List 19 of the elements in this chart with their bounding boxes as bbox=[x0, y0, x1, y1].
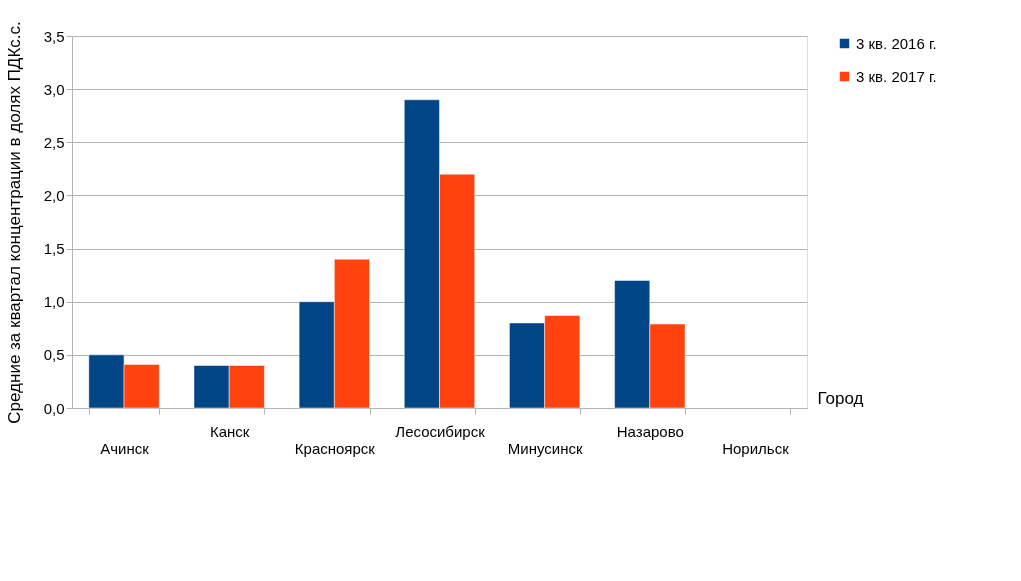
y-tick-label: 3,5 bbox=[43, 27, 65, 45]
x-tick-label: Назарово bbox=[616, 422, 684, 440]
legend-label: 3 кв. 2017 г. bbox=[856, 67, 937, 85]
x-tick-label: Ачинск bbox=[100, 439, 150, 457]
x-tick-label: Красноярск bbox=[294, 439, 376, 457]
y-tick-label: 2,5 bbox=[43, 133, 65, 151]
x-tick-label: Канск bbox=[209, 422, 250, 440]
y-axis-title: Средние за квартал концентрации в долях ПДКс.с. bbox=[4, 21, 24, 424]
y-tick-label: 3,0 bbox=[43, 80, 65, 98]
y-tick-label: 1,0 bbox=[43, 293, 65, 311]
x-tick-label: Норильск bbox=[722, 439, 790, 457]
x-tick-label: Минусинск bbox=[507, 439, 583, 457]
x-tick-label: Лесосибирск bbox=[395, 422, 486, 440]
y-tick-label: 0,5 bbox=[43, 346, 65, 364]
y-tick-label: 1,5 bbox=[43, 240, 65, 258]
legend-label: 3 кв. 2016 г. bbox=[856, 34, 937, 52]
y-tick-label: 0,0 bbox=[43, 399, 65, 417]
x-axis-title: Город bbox=[817, 388, 864, 408]
y-tick-label: 2,0 bbox=[43, 186, 65, 204]
